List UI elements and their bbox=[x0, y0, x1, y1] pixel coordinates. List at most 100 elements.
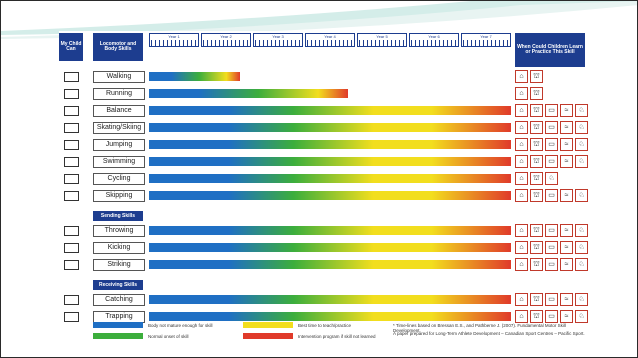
outdoors-icon: ♘ bbox=[545, 172, 558, 185]
home-icon: ⌂ bbox=[515, 138, 528, 151]
skill-row: Catching ⌂ ⛫ ▭ ≈ ♘ bbox=[59, 293, 595, 306]
my-child-can-checkbox[interactable] bbox=[64, 312, 79, 322]
gym-icon: ▭ bbox=[545, 224, 558, 237]
legend: Body not mature enough for skill Best ti… bbox=[93, 322, 593, 352]
pool-icon: ≈ bbox=[560, 104, 573, 117]
skill-label: Skipping bbox=[93, 190, 145, 202]
home-icon: ⌂ bbox=[515, 224, 528, 237]
my-child-can-checkbox[interactable] bbox=[64, 140, 79, 150]
my-child-can-checkbox[interactable] bbox=[64, 295, 79, 305]
footnote-line-2: A paper prepared for Long-Term Athlete D… bbox=[393, 331, 585, 336]
gym-icon: ▭ bbox=[545, 293, 558, 306]
legend-swatch-red bbox=[243, 333, 293, 339]
my-child-can-checkbox[interactable] bbox=[64, 260, 79, 270]
my-child-can-checkbox[interactable] bbox=[64, 106, 79, 116]
section-header: Sending Skills bbox=[93, 211, 143, 221]
playground-icon: ⛫ bbox=[530, 87, 543, 100]
month-ticks bbox=[359, 40, 405, 46]
my-child-can-checkbox[interactable] bbox=[64, 191, 79, 201]
skill-label: Skating/Skiing bbox=[93, 122, 145, 134]
practice-location-icons: ⌂ ⛫ ▭ ≈ ♘ bbox=[515, 189, 588, 202]
gym-icon: ▭ bbox=[545, 189, 558, 202]
skill-label: Swimming bbox=[93, 156, 145, 168]
decorative-swoosh bbox=[1, 1, 637, 39]
pool-icon: ≈ bbox=[560, 224, 573, 237]
outdoors-icon: ♘ bbox=[575, 293, 588, 306]
practice-location-icons: ⌂ ⛫ ▭ ≈ ♘ bbox=[515, 310, 588, 323]
month-ticks bbox=[151, 40, 197, 46]
my-child-can-checkbox[interactable] bbox=[64, 89, 79, 99]
legend-label: Best time to teach/practice bbox=[298, 322, 352, 328]
playground-icon: ⛫ bbox=[530, 258, 543, 271]
skill-timeline-bar bbox=[149, 243, 511, 252]
gym-icon: ▭ bbox=[545, 104, 558, 117]
skill-row: Balance ⌂ ⛫ ▭ ≈ ♘ bbox=[59, 104, 595, 117]
my-child-can-checkbox[interactable] bbox=[64, 72, 79, 82]
locomotor-header: Locomotor and Body Skills bbox=[93, 33, 143, 61]
pool-icon: ≈ bbox=[560, 189, 573, 202]
outdoors-icon: ♘ bbox=[575, 138, 588, 151]
home-icon: ⌂ bbox=[515, 258, 528, 271]
year-label: Year 4 bbox=[324, 34, 336, 39]
legend-swatch-green bbox=[93, 333, 143, 339]
legend-item: Intervention program if skill not learne… bbox=[243, 333, 376, 339]
year-label: Year 5 bbox=[376, 34, 388, 39]
my-child-can-checkbox[interactable] bbox=[64, 226, 79, 236]
gym-icon: ▭ bbox=[545, 258, 558, 271]
month-ticks bbox=[411, 40, 457, 46]
gym-icon: ▭ bbox=[545, 138, 558, 151]
skill-timeline-bar bbox=[149, 140, 511, 149]
month-ticks bbox=[255, 40, 301, 46]
home-icon: ⌂ bbox=[515, 87, 528, 100]
skill-label: Jumping bbox=[93, 139, 145, 151]
skill-timeline-bar bbox=[149, 72, 240, 81]
month-ticks bbox=[463, 40, 509, 46]
home-icon: ⌂ bbox=[515, 155, 528, 168]
home-icon: ⌂ bbox=[515, 241, 528, 254]
my-child-can-checkbox[interactable] bbox=[64, 123, 79, 133]
skill-row: Walking ⌂ ⛫ bbox=[59, 70, 595, 83]
playground-icon: ⛫ bbox=[530, 310, 543, 323]
year-label: Year 3 bbox=[272, 34, 284, 39]
legend-swatch-blue bbox=[93, 322, 143, 328]
skill-timeline-bar bbox=[149, 106, 511, 115]
skill-timeline-bar bbox=[149, 157, 511, 166]
home-icon: ⌂ bbox=[515, 293, 528, 306]
year-box: Year 5 bbox=[357, 33, 407, 47]
footnote-line-1: * Time-lines based on Bressan E.S., and … bbox=[393, 323, 566, 333]
my-child-can-header: My Child Can bbox=[59, 33, 83, 61]
playground-icon: ⛫ bbox=[530, 189, 543, 202]
section-header: Receiving Skills bbox=[93, 280, 143, 290]
gym-icon: ▭ bbox=[545, 155, 558, 168]
skill-row: Striking ⌂ ⛫ ▭ ≈ ♘ bbox=[59, 258, 595, 271]
pool-icon: ≈ bbox=[560, 138, 573, 151]
skill-timeline-bar bbox=[149, 174, 511, 183]
outdoors-icon: ♘ bbox=[575, 258, 588, 271]
my-child-can-checkbox[interactable] bbox=[64, 174, 79, 184]
gym-icon: ▭ bbox=[545, 121, 558, 134]
my-child-can-checkbox[interactable] bbox=[64, 157, 79, 167]
playground-icon: ⛫ bbox=[530, 155, 543, 168]
pool-icon: ≈ bbox=[560, 293, 573, 306]
home-icon: ⌂ bbox=[515, 172, 528, 185]
skill-row: Skipping ⌂ ⛫ ▭ ≈ ♘ bbox=[59, 189, 595, 202]
year-box: Year 3 bbox=[253, 33, 303, 47]
practice-location-icons: ⌂ ⛫ bbox=[515, 87, 543, 100]
outdoors-icon: ♘ bbox=[575, 224, 588, 237]
skill-label: Running bbox=[93, 88, 145, 100]
skill-timeline-bar bbox=[149, 89, 348, 98]
my-child-can-checkbox[interactable] bbox=[64, 243, 79, 253]
year-label: Year 7 bbox=[480, 34, 492, 39]
legend-label: Intervention program if skill not learne… bbox=[298, 333, 376, 339]
pool-icon: ≈ bbox=[560, 258, 573, 271]
practice-location-icons: ⌂ ⛫ ▭ ≈ ♘ bbox=[515, 293, 588, 306]
legend-item: Best time to teach/practice bbox=[243, 322, 351, 328]
skill-row: Trapping ⌂ ⛫ ▭ ≈ ♘ bbox=[59, 310, 595, 323]
year-label: Year 1 bbox=[168, 34, 180, 39]
playground-icon: ⛫ bbox=[530, 104, 543, 117]
practice-location-icons: ⌂ ⛫ ▭ ≈ ♘ bbox=[515, 241, 588, 254]
year-box: Year 2 bbox=[201, 33, 251, 47]
pool-icon: ≈ bbox=[560, 155, 573, 168]
legend-swatch-yellow bbox=[243, 322, 293, 328]
